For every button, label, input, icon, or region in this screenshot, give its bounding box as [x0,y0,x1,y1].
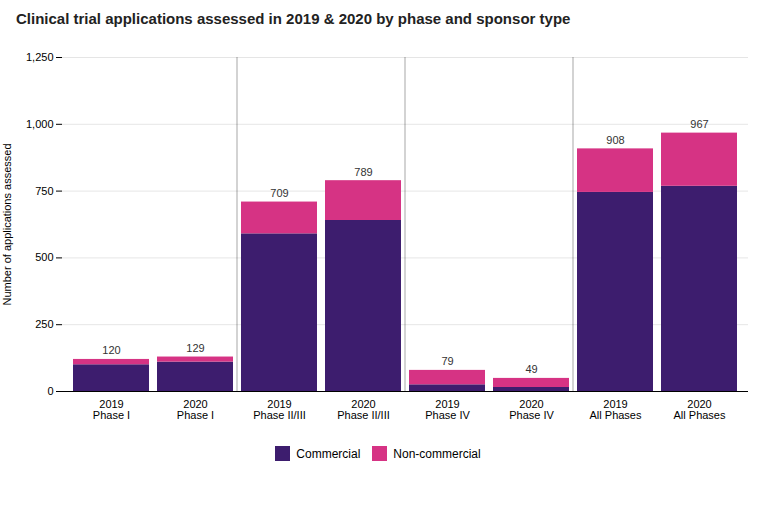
html-text:Clinical trial applications as: Clinical trial applications assessed in … [16,10,571,27]
svg-text:500: 500 [35,251,53,263]
svg-text:1,000: 1,000 [26,118,54,130]
svg-text:79: 79 [441,355,453,367]
svg-text:120: 120 [102,344,120,356]
svg-text:129: 129 [186,342,204,354]
html-text:Commercial: Commercial [296,446,361,461]
html-text:Non-commercial: Non-commercial [393,446,481,461]
svg-text:2020Phase IV: 2020Phase IV [509,398,554,421]
svg-text:49: 49 [525,363,537,375]
svg-text:2020Phase I: 2020Phase I [177,398,214,421]
svg-text:2019Phase I: 2019Phase I [93,398,130,421]
svg-text:2020Phase II/III: 2020Phase II/III [337,398,390,421]
svg-text:789: 789 [354,166,372,178]
svg-text:250: 250 [35,318,53,330]
svg-text:2019All Phases: 2019All Phases [590,398,642,421]
svg-text:0: 0 [47,385,53,397]
svg-text:1,250: 1,250 [26,51,54,63]
svg-text:2019Phase IV: 2019Phase IV [425,398,470,421]
svg-text:750: 750 [35,185,53,197]
svg-text:2019Phase II/III: 2019Phase II/III [253,398,306,421]
svg-text:Number of applications assesse: Number of applications assessed [1,143,13,305]
svg-text:908: 908 [606,134,624,146]
svg-text:2020All Phases: 2020All Phases [674,398,726,421]
svg-text:709: 709 [270,187,288,199]
svg-text:967: 967 [690,118,708,130]
